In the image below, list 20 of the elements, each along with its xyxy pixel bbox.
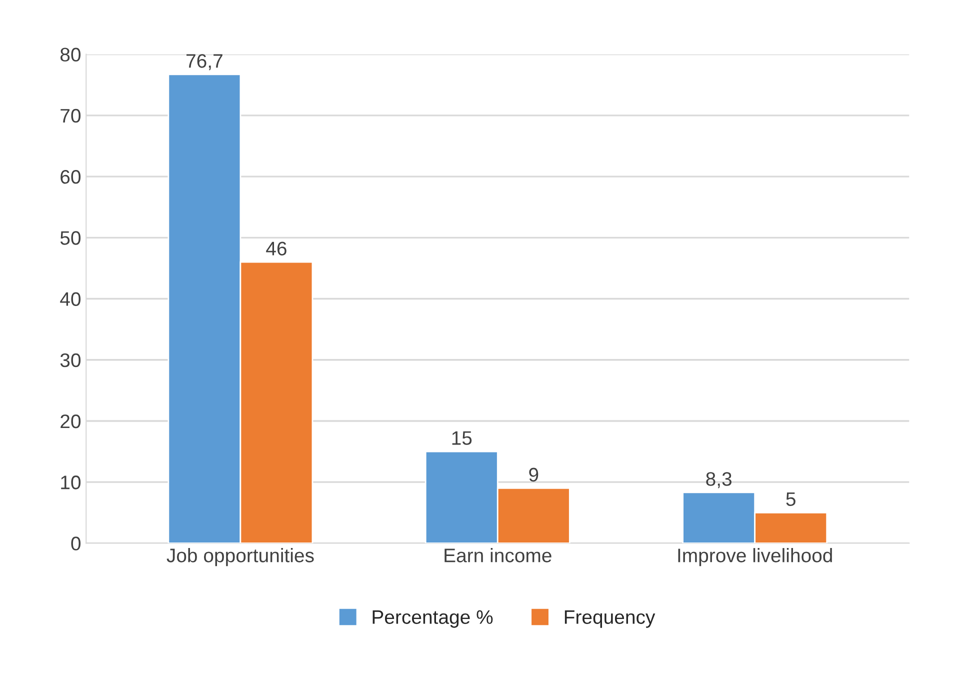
x-tick-label: Earn income [444, 548, 552, 562]
y-tick-label: 30 [60, 353, 81, 368]
y-tick-label: 20 [60, 414, 81, 428]
y-tick-label: 60 [60, 170, 81, 184]
data-label: 5 [786, 492, 796, 506]
x-tick-label: Job opportunities [166, 548, 314, 566]
data-label: 15 [452, 431, 472, 445]
data-label: 46 [266, 242, 286, 256]
data-label: 76,7 [186, 54, 222, 70]
y-tick-label: 50 [60, 231, 81, 245]
legend-label: Frequency [564, 610, 656, 628]
y-tick-label: 80 [60, 48, 81, 62]
x-tick-label: Improve livelihood [678, 548, 832, 566]
y-tick-label: 0 [71, 536, 81, 550]
data-label: 8,3 [706, 472, 732, 488]
data-label: 9 [529, 468, 538, 482]
y-tick-label: 70 [60, 108, 81, 123]
legend-label: Percentage % [372, 610, 493, 628]
y-tick-label: 40 [60, 292, 81, 306]
y-tick-label: 10 [61, 476, 81, 490]
